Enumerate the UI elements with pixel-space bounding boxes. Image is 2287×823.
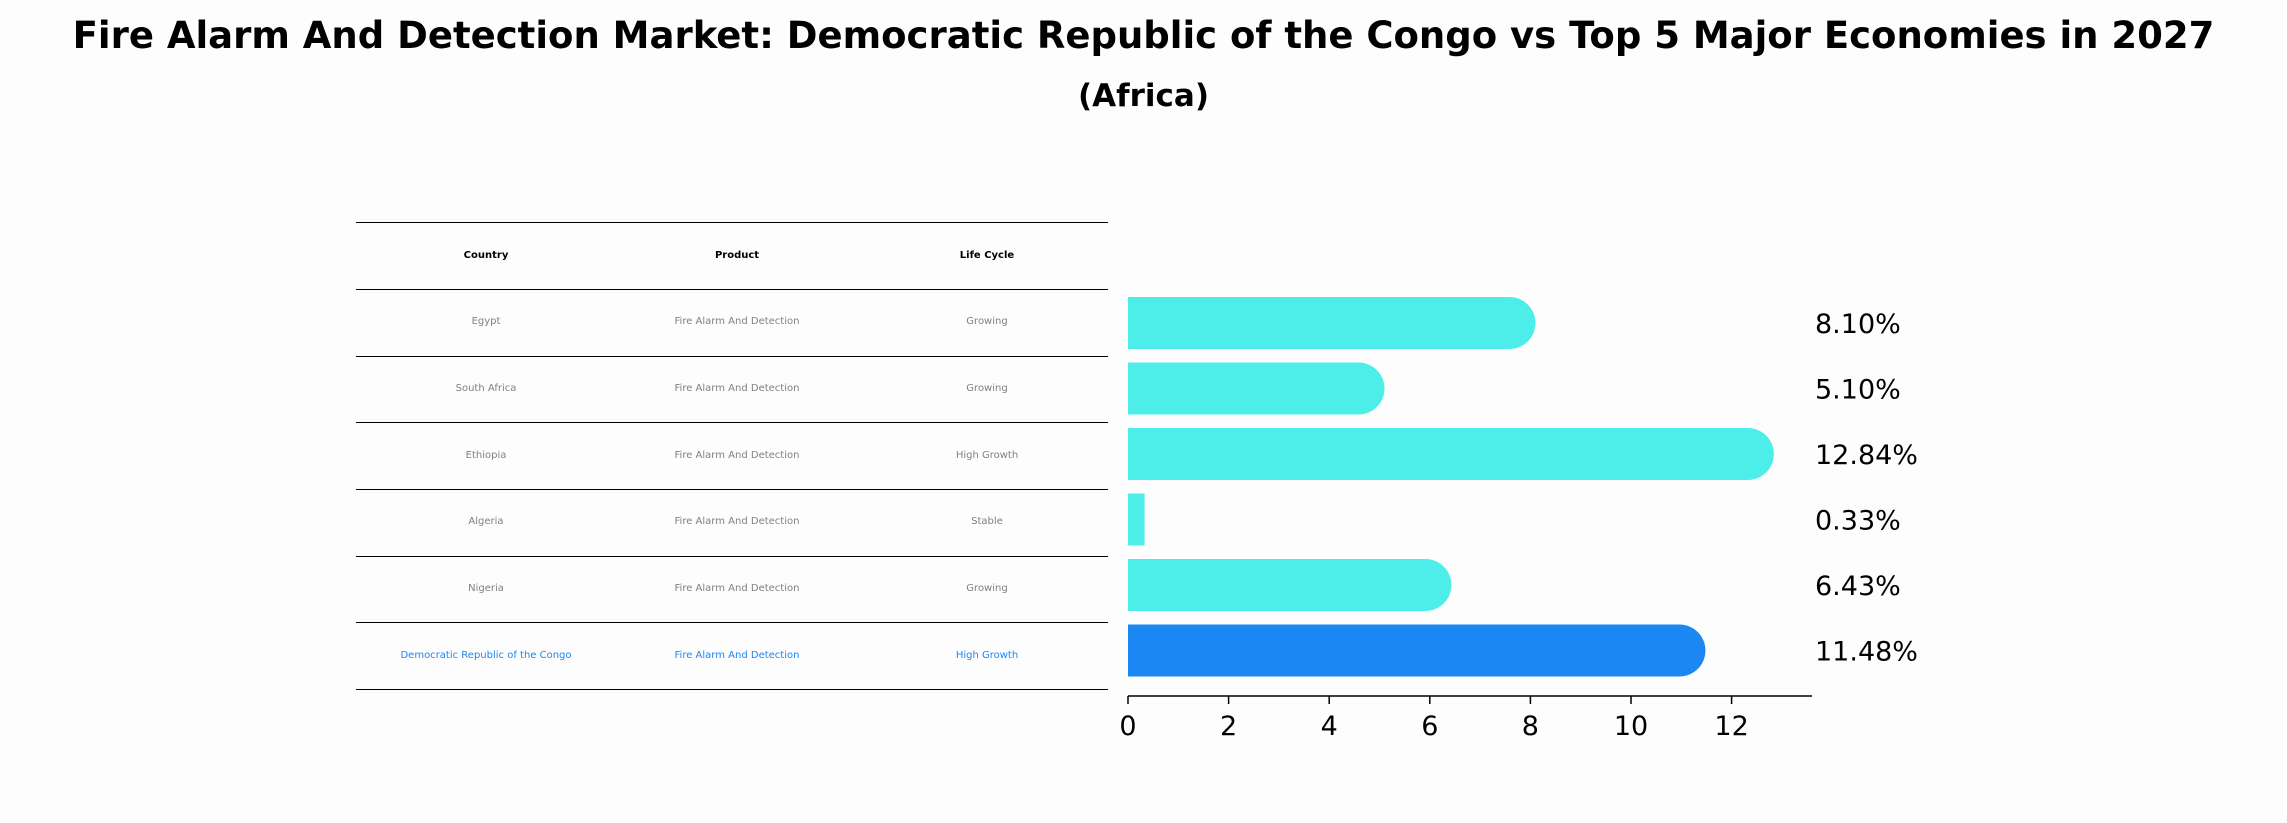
table-rule [356,689,1108,690]
x-tick-label: 8 [1522,711,1539,742]
cell-country-highlight: Democratic Republic of the Congo [400,650,572,661]
cell-life-cycle: Growing [966,583,1008,594]
table-rule [356,356,1108,357]
cell-country: South Africa [455,383,517,394]
cell-country: Algeria [468,516,504,527]
value-label: 12.84% [1815,440,1918,471]
header-product: Product [714,250,760,261]
cell-country: Nigeria [468,583,504,594]
x-tick-label: 10 [1614,711,1648,742]
cell-life-cycle: Growing [966,383,1008,394]
cell-product: Fire Alarm And Detection [674,450,800,461]
table-rule [356,289,1108,290]
table-rule [356,222,1108,223]
value-label: 11.48% [1815,637,1918,668]
cell-product: Fire Alarm And Detection [674,516,800,527]
cell-life-cycle-highlight: High Growth [955,650,1019,661]
value-label: 8.10% [1815,309,1901,340]
x-tick-label: 12 [1714,711,1748,742]
cell-life-cycle: Stable [971,516,1003,527]
bar [1128,362,1385,415]
header-country: Country [463,250,509,261]
value-label: 5.10% [1815,375,1901,406]
cell-product: Fire Alarm And Detection [674,583,800,594]
cell-product: Fire Alarm And Detection [674,383,800,394]
cell-country: Egypt [471,316,501,327]
x-tick-label: 4 [1321,711,1338,742]
table-rule [356,422,1108,423]
value-label: 0.33% [1815,506,1901,537]
chart-subtitle: (Africa) [1077,78,1210,114]
x-tick-label: 2 [1220,711,1237,742]
x-tick-label: 0 [1119,711,1136,742]
cell-product-highlight: Fire Alarm And Detection [674,650,800,661]
cell-product: Fire Alarm And Detection [674,316,800,327]
cell-country: Ethiopia [465,450,507,461]
bar [1128,559,1452,611]
bar [1128,493,1145,546]
cell-life-cycle: Growing [966,316,1008,327]
table-rule [356,556,1108,557]
bar [1128,428,1774,480]
header-life-cycle: Life Cycle [959,250,1015,261]
x-tick-label: 6 [1421,711,1438,742]
cell-life-cycle: High Growth [955,450,1019,461]
data-table: Country Product Life Cycle Egypt Fire Al… [356,222,1108,692]
value-label: 6.43% [1815,571,1901,602]
bar [1128,297,1536,349]
bar-highlight [1128,624,1706,677]
chart-title: Fire Alarm And Detection Market: Democra… [72,14,2215,57]
table-rule [356,489,1108,490]
table-rule [356,622,1108,623]
